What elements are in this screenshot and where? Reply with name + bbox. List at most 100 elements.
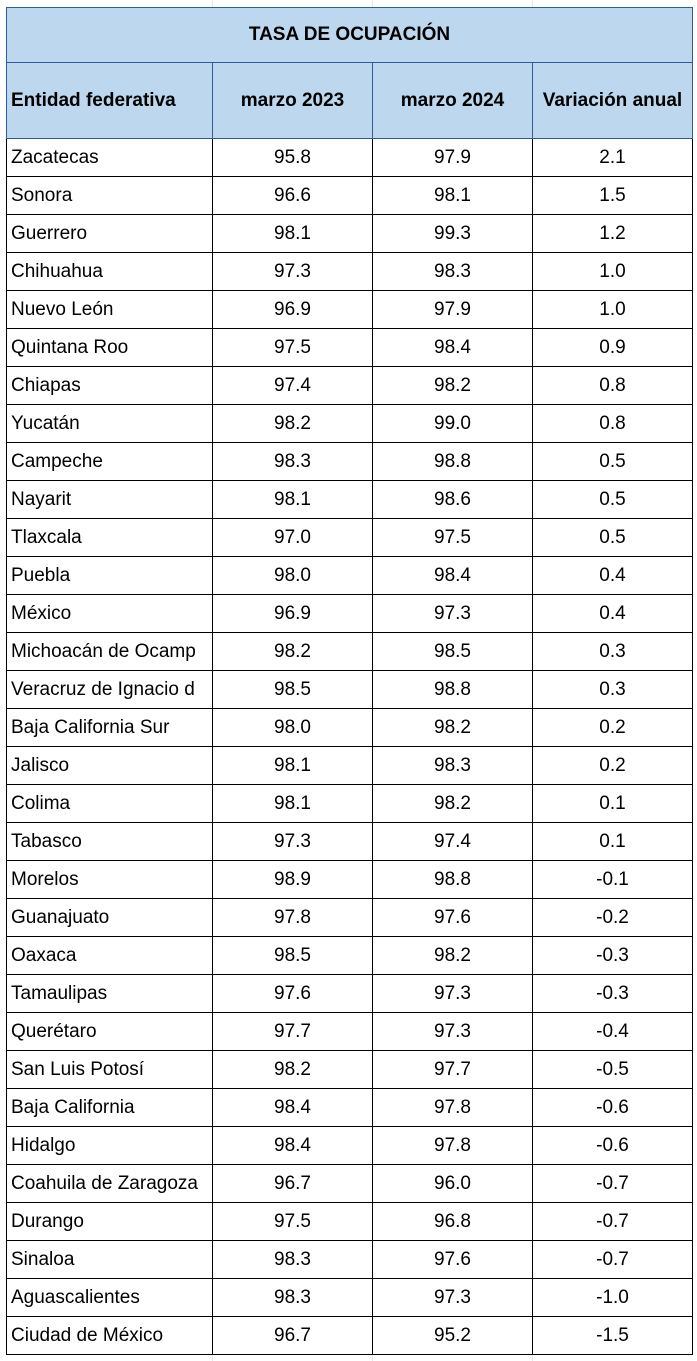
cell-entidad: Oaxaca	[6, 936, 213, 975]
cell-marzo-2023: 98.9	[212, 860, 373, 899]
table-body: Zacatecas 95.8 97.9 2.1 Sonora 96.6 98.1 1.5 Gue…	[6, 138, 694, 1355]
cell-variacion: -0.3	[531, 936, 694, 975]
cell-variacion: 1.0	[531, 290, 694, 329]
table-row: Guanajuato 97.8 97.6 -0.2	[6, 898, 694, 937]
cell-marzo-2024: 97.8	[372, 1088, 533, 1127]
cell-entidad: Guanajuato	[6, 898, 213, 937]
cell-marzo-2023: 96.6	[212, 176, 373, 215]
table-row: Puebla 98.0 98.4 0.4	[6, 556, 694, 595]
cell-marzo-2024: 95.2	[372, 1316, 533, 1355]
cell-variacion: 2.1	[531, 138, 694, 177]
cell-marzo-2024: 98.1	[372, 176, 533, 215]
cell-marzo-2023: 96.9	[212, 594, 373, 633]
cell-marzo-2023: 95.8	[212, 138, 373, 177]
cell-marzo-2024: 97.3	[372, 594, 533, 633]
cell-marzo-2024: 99.3	[372, 214, 533, 253]
cell-marzo-2024: 98.3	[372, 746, 533, 785]
cell-variacion: 0.1	[531, 822, 694, 861]
cell-variacion: 1.0	[531, 252, 694, 291]
cell-variacion: 0.4	[531, 594, 694, 633]
cell-variacion: 0.3	[531, 632, 694, 671]
cell-marzo-2024: 96.8	[372, 1202, 533, 1241]
table-row: Sinaloa 98.3 97.6 -0.7	[6, 1240, 694, 1279]
cell-variacion: 1.2	[531, 214, 694, 253]
cell-marzo-2024: 98.4	[372, 328, 533, 367]
cell-marzo-2024: 97.3	[372, 974, 533, 1013]
header-variacion: Variación anual	[531, 62, 694, 139]
table-row: Veracruz de Ignacio d 98.5 98.8 0.3	[6, 670, 694, 709]
cell-marzo-2023: 98.1	[212, 480, 373, 519]
cell-marzo-2024: 98.2	[372, 708, 533, 747]
cell-marzo-2023: 98.2	[212, 632, 373, 671]
table-row: Oaxaca 98.5 98.2 -0.3	[6, 936, 694, 975]
cell-marzo-2024: 98.8	[372, 860, 533, 899]
cell-entidad: Sinaloa	[6, 1240, 213, 1279]
cell-marzo-2023: 98.3	[212, 1278, 373, 1317]
table-row: Ciudad de México 96.7 95.2 -1.5	[6, 1316, 694, 1355]
cell-variacion: 1.5	[531, 176, 694, 215]
cell-variacion: -0.2	[531, 898, 694, 937]
table-row: Sonora 96.6 98.1 1.5	[6, 176, 694, 215]
cell-marzo-2023: 98.3	[212, 442, 373, 481]
cell-entidad: Campeche	[6, 442, 213, 481]
cell-marzo-2024: 98.5	[372, 632, 533, 671]
cell-entidad: Nuevo León	[6, 290, 213, 329]
occupancy-table: TASA DE OCUPACIÓN Entidad federativa mar…	[5, 7, 694, 1355]
cell-marzo-2023: 96.7	[212, 1164, 373, 1203]
header-row: Entidad federativa marzo 2023 marzo 2024…	[6, 62, 694, 139]
cell-marzo-2023: 98.2	[212, 1050, 373, 1089]
table-row: Baja California 98.4 97.8 -0.6	[6, 1088, 694, 1127]
table-row: Nayarit 98.1 98.6 0.5	[6, 480, 694, 519]
cell-marzo-2023: 98.0	[212, 708, 373, 747]
cell-entidad: Coahuila de Zaragoza	[6, 1164, 213, 1203]
cell-entidad: San Luis Potosí	[6, 1050, 213, 1089]
cell-entidad: Tlaxcala	[6, 518, 213, 557]
cell-variacion: -1.0	[531, 1278, 694, 1317]
cell-entidad: Colima	[6, 784, 213, 823]
table-row: Aguascalientes 98.3 97.3 -1.0	[6, 1278, 694, 1317]
cell-marzo-2023: 97.0	[212, 518, 373, 557]
cell-variacion: -0.3	[531, 974, 694, 1013]
cell-variacion: -1.5	[531, 1316, 694, 1355]
cell-marzo-2024: 97.3	[372, 1278, 533, 1317]
cell-variacion: -0.7	[531, 1240, 694, 1279]
cell-marzo-2024: 98.2	[372, 936, 533, 975]
cell-marzo-2023: 98.4	[212, 1126, 373, 1165]
cell-entidad: Ciudad de México	[6, 1316, 213, 1355]
cell-entidad: Tabasco	[6, 822, 213, 861]
cell-marzo-2024: 97.9	[372, 138, 533, 177]
table-row: Chiapas 97.4 98.2 0.8	[6, 366, 694, 405]
cell-entidad: México	[6, 594, 213, 633]
table-row: Quintana Roo 97.5 98.4 0.9	[6, 328, 694, 367]
table-row: Nuevo León 96.9 97.9 1.0	[6, 290, 694, 329]
cell-variacion: -0.6	[531, 1126, 694, 1165]
cell-entidad: Puebla	[6, 556, 213, 595]
cell-marzo-2024: 99.0	[372, 404, 533, 443]
cell-marzo-2024: 97.7	[372, 1050, 533, 1089]
cell-marzo-2024: 98.3	[372, 252, 533, 291]
cell-marzo-2023: 98.0	[212, 556, 373, 595]
table-row: Morelos 98.9 98.8 -0.1	[6, 860, 694, 899]
cell-variacion: -0.6	[531, 1088, 694, 1127]
cell-variacion: 0.5	[531, 480, 694, 519]
cell-entidad: Sonora	[6, 176, 213, 215]
table-row: Michoacán de Ocamp 98.2 98.5 0.3	[6, 632, 694, 671]
cell-marzo-2024: 98.8	[372, 670, 533, 709]
cell-marzo-2023: 98.1	[212, 746, 373, 785]
cell-variacion: -0.7	[531, 1164, 694, 1203]
cell-marzo-2023: 97.6	[212, 974, 373, 1013]
cell-entidad: Tamaulipas	[6, 974, 213, 1013]
cell-variacion: 0.1	[531, 784, 694, 823]
title-row: TASA DE OCUPACIÓN	[5, 7, 694, 63]
table-row: Guerrero 98.1 99.3 1.2	[6, 214, 694, 253]
cell-variacion: 0.2	[531, 708, 694, 747]
cell-entidad: Hidalgo	[6, 1126, 213, 1165]
table-title: TASA DE OCUPACIÓN	[5, 7, 694, 63]
cell-entidad: Veracruz de Ignacio d	[6, 670, 213, 709]
cell-marzo-2023: 98.4	[212, 1088, 373, 1127]
cell-entidad: Yucatán	[6, 404, 213, 443]
cell-entidad: Durango	[6, 1202, 213, 1241]
cell-marzo-2023: 97.3	[212, 822, 373, 861]
cell-marzo-2024: 98.6	[372, 480, 533, 519]
table-row: Campeche 98.3 98.8 0.5	[6, 442, 694, 481]
